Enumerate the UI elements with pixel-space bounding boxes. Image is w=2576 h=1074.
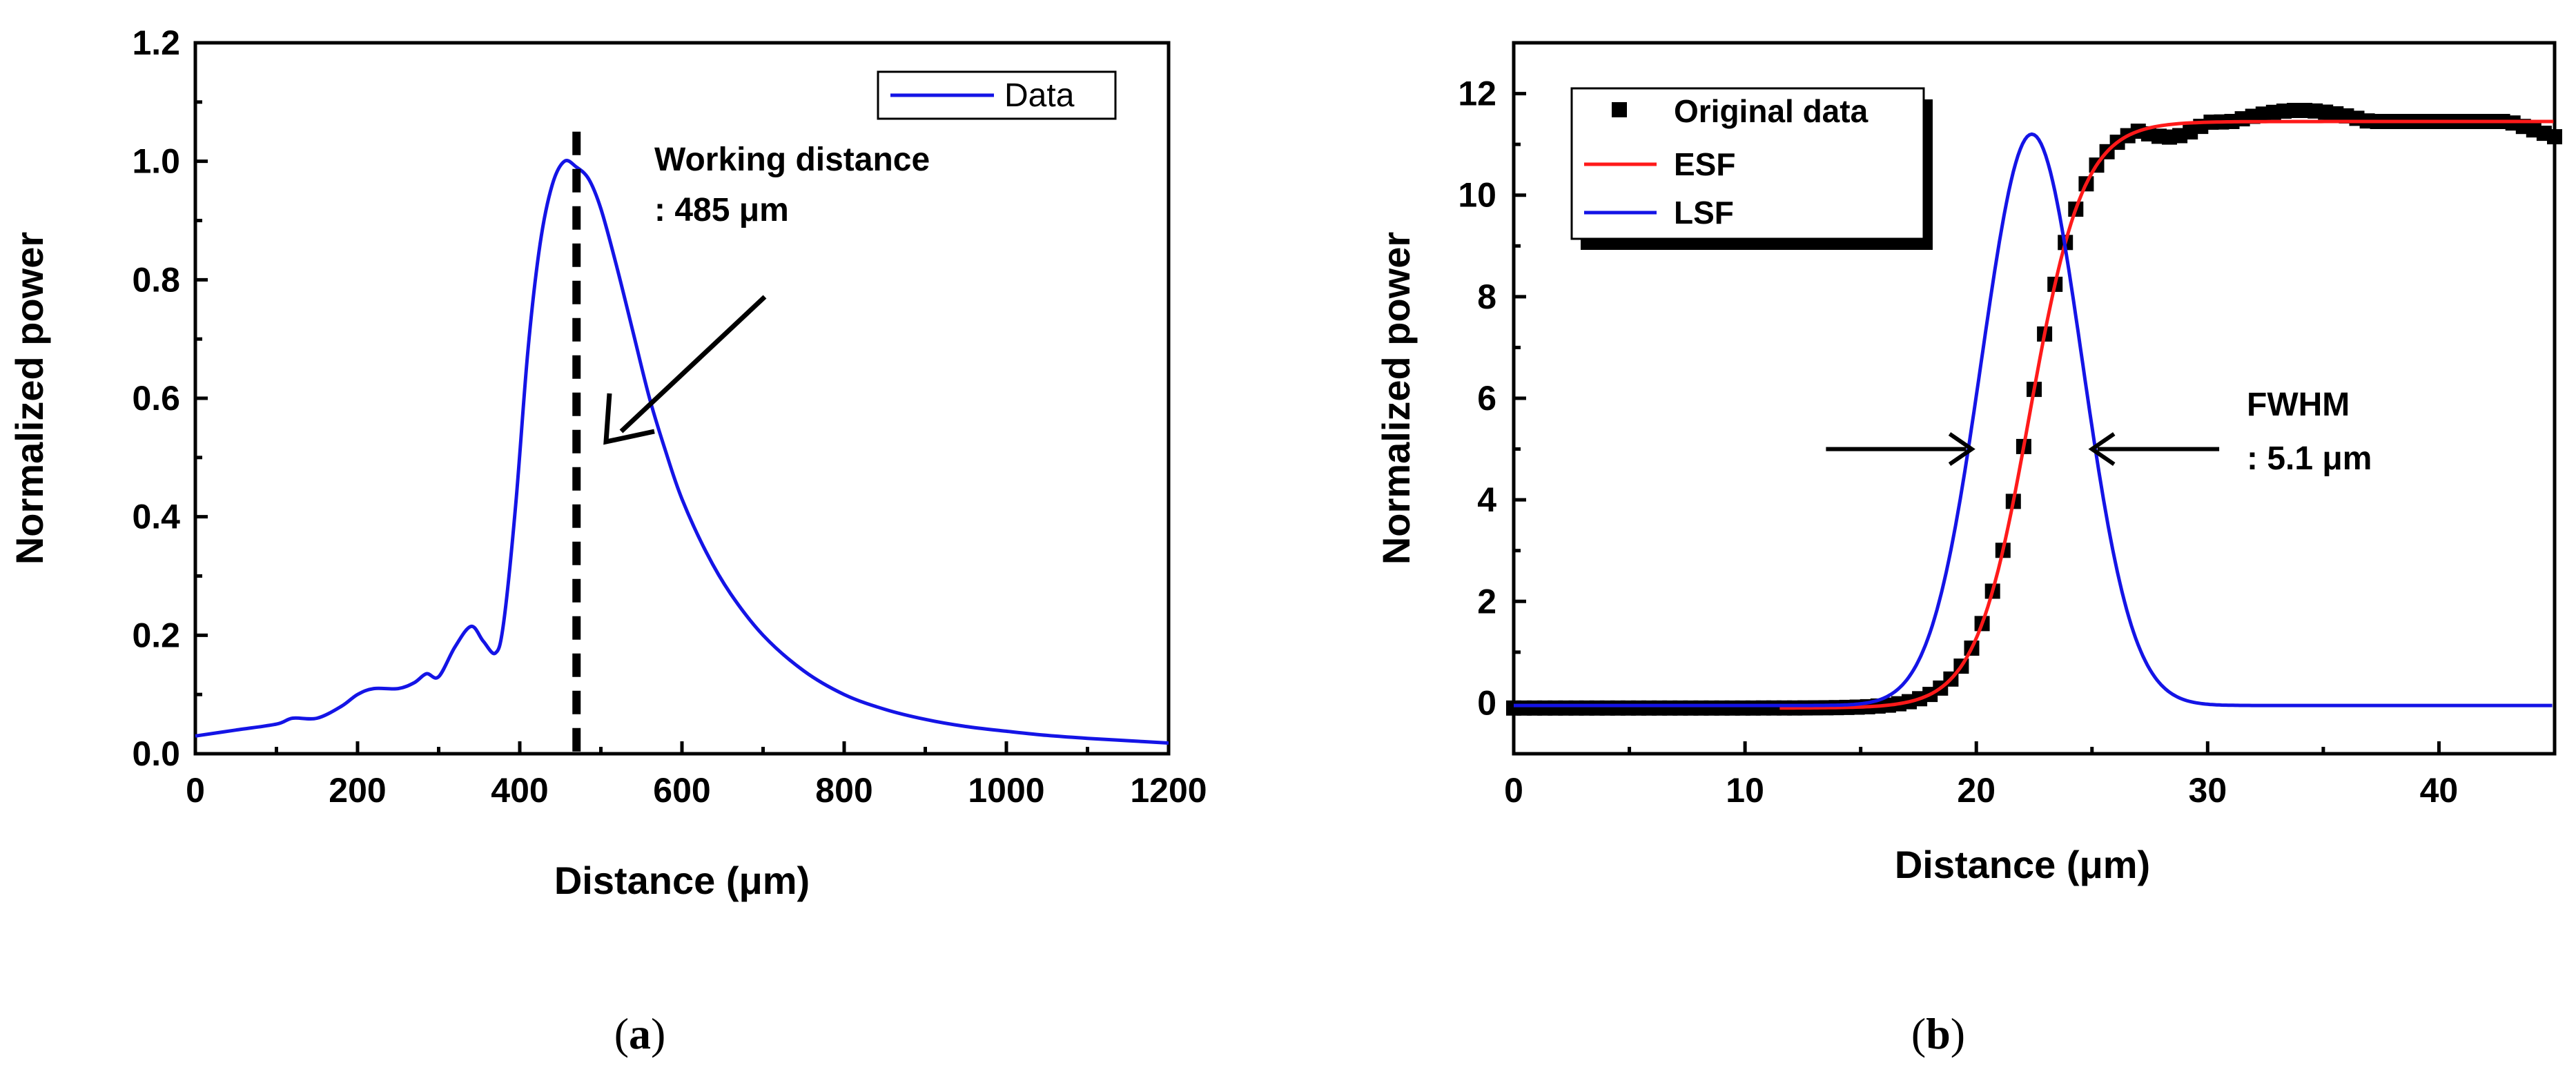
chart-b-x-tick-label: 20	[1957, 771, 1996, 810]
chart-b-original-data-point	[2547, 129, 2562, 145]
chart-a-arrow-head	[603, 393, 655, 445]
chart-b-x-tick-label: 30	[2189, 771, 2227, 810]
chart-a-x-tick-label: 400	[491, 771, 548, 810]
chart-b-y-tick-label: 4	[1477, 480, 1496, 519]
chart-a-y-tick-label: 0.0	[132, 734, 180, 773]
chart-a-caption: (a)	[614, 1009, 666, 1058]
chart-b-fwhm-arrows	[1826, 432, 2220, 467]
chart-b-caption: (b)	[1911, 1009, 1965, 1058]
chart-a-annotation-line2: : 485 μm	[654, 192, 789, 228]
chart-b-fwhm-right-arrow-head	[2088, 432, 2116, 467]
chart-b-x-tick-label: 10	[1726, 771, 1764, 810]
chart-b-series	[1506, 103, 2562, 716]
chart-b-caption-letter: b	[1926, 1009, 1951, 1058]
chart-a-legend: Data	[877, 70, 1117, 120]
chart-a-y-tick-label: 0.4	[132, 498, 180, 536]
chart-a-x-tick-label: 1200	[1130, 771, 1207, 810]
chart-b-y-tick-label: 2	[1477, 582, 1496, 621]
chart-b: 0 10 20 30 40 0 2 4 6 8 10 12 FWHM : 5.1 μm Origina…	[1374, 41, 2562, 1058]
chart-a-ticks: 0 200 400 600 800 1000 1200 0.0 0.2 0.4 0.6 0.8 1.0 1…	[132, 23, 1207, 810]
chart-b-legend-label-lsf: LSF	[1674, 195, 1734, 231]
chart-b-annotation-line2: : 5.1 μm	[2247, 440, 2372, 477]
chart-a-annotation-arrow	[619, 295, 767, 433]
chart-b-legend-swatch-original-data	[1612, 102, 1627, 117]
chart-a-x-tick-label: 200	[329, 771, 386, 810]
chart-a-annotation-line1: Working distance	[654, 141, 930, 178]
chart-a-legend-label-data: Data	[1004, 77, 1075, 114]
chart-a-y-tick-label: 1.0	[132, 142, 180, 181]
chart-b-y-tick-label: 0	[1477, 683, 1496, 722]
chart-b-esf-line	[1779, 119, 2554, 710]
chart-b-x-tick-label: 0	[1504, 771, 1523, 810]
chart-b-x-tick-label: 40	[2420, 771, 2459, 810]
chart-b-x-axis-title: Distance (μm)	[1895, 843, 2150, 886]
chart-b-ticks: 0 10 20 30 40 0 2 4 6 8 10 12	[1458, 41, 2459, 810]
chart-b-fwhm-left-arrow-head	[1948, 432, 1975, 467]
chart-a-data-line	[195, 159, 1169, 745]
chart-a: 0 200 400 600 800 1000 1200 0.0 0.2 0.4 0.6 0.8 1.0 1…	[8, 23, 1207, 1058]
chart-b-y-tick-label: 6	[1477, 379, 1496, 418]
chart-a-x-tick-label: 0	[186, 771, 205, 810]
chart-a-x-tick-label: 800	[815, 771, 872, 810]
chart-a-caption-letter: a	[629, 1009, 651, 1058]
chart-a-x-tick-label: 600	[653, 771, 710, 810]
chart-a-y-tick-label: 0.8	[132, 260, 180, 299]
chart-b-lsf-line	[1514, 132, 2553, 707]
chart-a-x-axis-title: Distance (μm)	[554, 859, 810, 902]
chart-b-y-tick-label: 10	[1458, 176, 1496, 215]
chart-a-y-axis-title: Normalized power	[8, 232, 51, 565]
chart-b-annotation-line1: FWHM	[2247, 387, 2350, 423]
chart-b-y-tick-label: 12	[1458, 75, 1496, 113]
chart-a-y-tick-label: 0.6	[132, 379, 180, 418]
chart-b-y-axis-title: Normalized power	[1374, 232, 1418, 565]
chart-a-y-tick-label: 1.2	[132, 23, 180, 62]
chart-a-y-tick-label: 0.2	[132, 616, 180, 654]
chart-b-y-tick-label: 8	[1477, 277, 1496, 316]
chart-a-series	[195, 159, 1169, 745]
chart-b-legend-label-original-data: Original data	[1674, 93, 1868, 129]
chart-b-legend-label-esf: ESF	[1674, 146, 1735, 182]
chart-b-legend: Original data ESF LSF	[1570, 87, 1933, 250]
chart-a-x-tick-label: 1000	[968, 771, 1044, 810]
